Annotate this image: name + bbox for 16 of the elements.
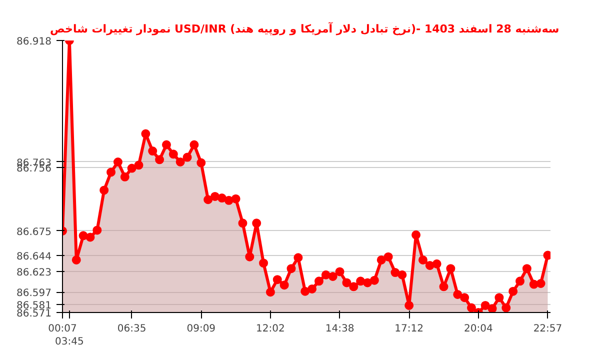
x-tick-label: 14:38 (325, 324, 354, 334)
x-tick-label: 00:07 (48, 324, 77, 334)
y-tick-label: 86.675 (16, 226, 52, 238)
x-tick-label: 22:57 (533, 324, 562, 334)
x-tick-label: 09:09 (186, 324, 216, 334)
y-tick-label: 86.597 (16, 288, 52, 300)
chart-title: نمودار تغییرات شاخص USD/INR (نرخ تبادل دلار آمریکا و روپیه هند)- سه‌شنبه 28 اسفند 1403 (50, 22, 560, 36)
x-tick-label: 20:04 (464, 324, 493, 334)
y-tick-label: 86.623 (16, 268, 52, 279)
x-tick-label: 17:12 (394, 324, 424, 334)
x-tick-label: 12:02 (256, 324, 285, 334)
y-tick-label: 86.644 (16, 251, 52, 262)
x-tick-label: 03:45 (55, 336, 84, 348)
y-tick-label: 86.918 (16, 36, 52, 48)
x-tick-label: 06:35 (117, 324, 146, 334)
y-tick-label: 86.756 (16, 163, 52, 174)
